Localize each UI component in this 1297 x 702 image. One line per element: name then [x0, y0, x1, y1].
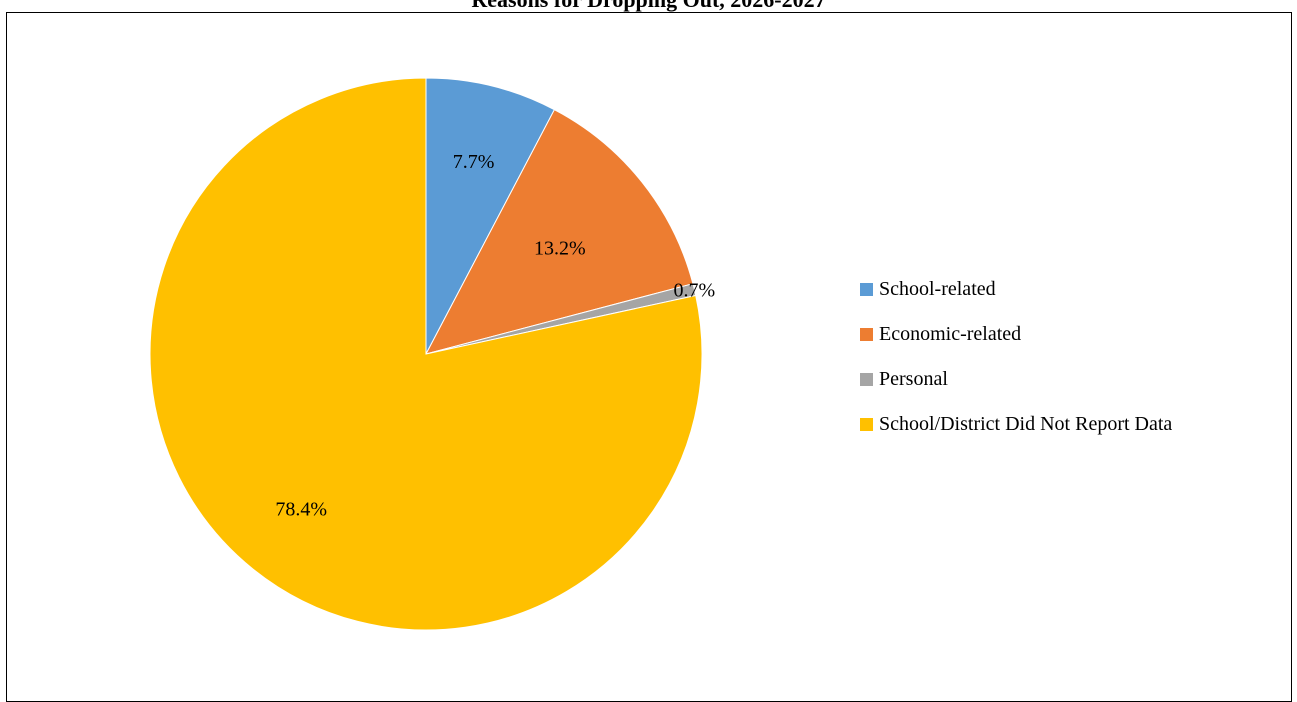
data-label-personal: 0.7%: [674, 280, 716, 302]
legend-swatch-not-reported: [860, 417, 873, 431]
pie-slices: [149, 77, 703, 631]
legend-item-personal: Personal: [860, 364, 1172, 394]
pie-slice-school-related: [425, 77, 556, 355]
legend-item-school-related: School-related: [860, 274, 1172, 304]
data-label-economic-related: 13.2%: [534, 237, 586, 259]
pie-labels: 7.7% 13.2% 0.7% 78.4%: [275, 151, 715, 521]
legend-label-school-related: School-related: [879, 277, 996, 300]
legend-label-not-reported: School/District Did Not Report Data: [879, 412, 1173, 435]
legend-swatch-school-related: [860, 282, 873, 296]
legend-label-economic-related: Economic-related: [879, 322, 1022, 345]
legend-label-personal: Personal: [879, 367, 948, 390]
data-label-school-district-did-not-report-data: 78.4%: [275, 499, 327, 521]
legend-item-economic-related: Economic-related: [860, 319, 1172, 349]
legend-swatch-personal: [860, 372, 873, 386]
pie-slice-school-district-did-not-report-data: [149, 77, 703, 631]
legend-item-not-reported: School/District Did Not Report Data: [860, 409, 1172, 439]
legend-swatch-economic-related: [860, 327, 873, 341]
pie-slice-economic-related: [425, 109, 694, 355]
data-label-school-related: 7.7%: [453, 151, 495, 173]
legend: School-related Economic-related Personal…: [860, 274, 1172, 454]
chart-title: Reasons for Dropping Out, 2026-2027: [0, 0, 1297, 13]
